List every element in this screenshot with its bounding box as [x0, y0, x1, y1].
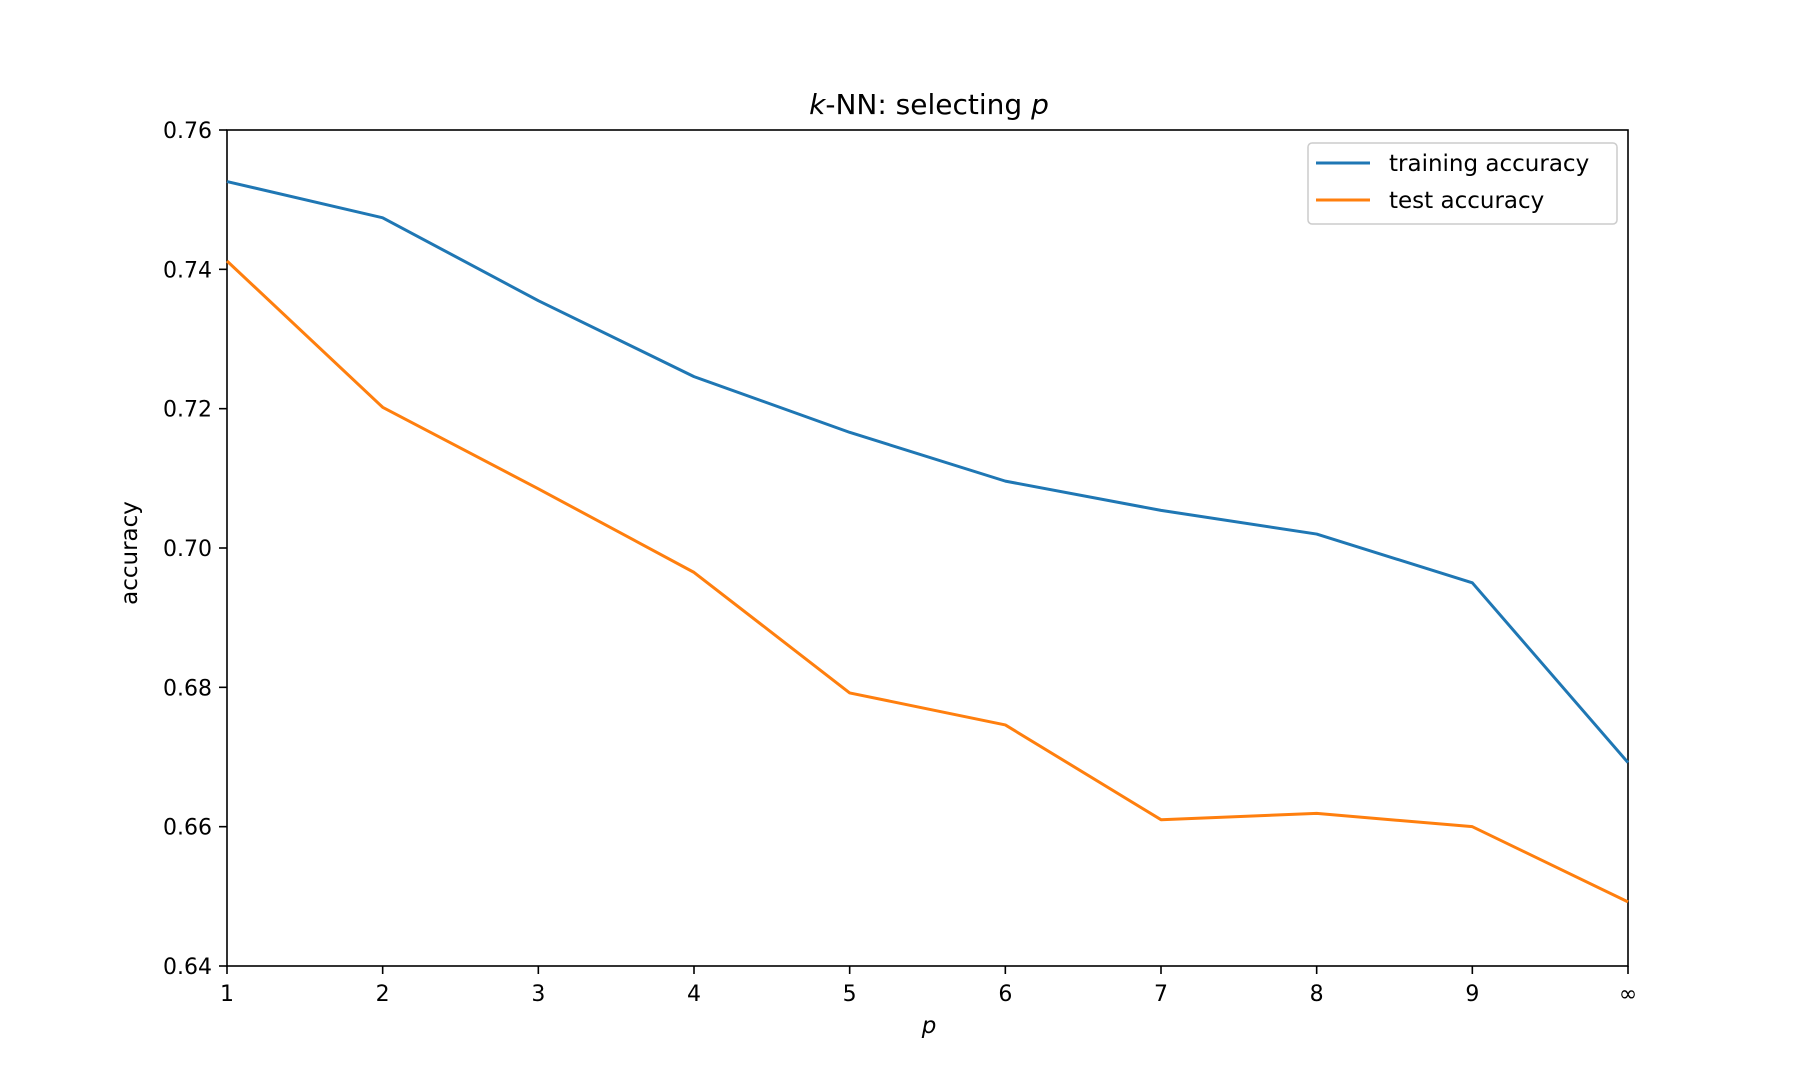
x-tick-label: 8 — [1310, 982, 1324, 1007]
y-tick-label: 0.72 — [163, 398, 212, 423]
x-axis-ticks: 1 2 3 4 5 6 7 8 9 ∞ — [220, 966, 1637, 1007]
legend-box — [1307, 142, 1618, 225]
y-tick-label: 0.68 — [163, 676, 212, 701]
chart-title-italic-prefix: k — [809, 88, 827, 121]
y-tick-label: 0.70 — [163, 537, 212, 562]
legend-label-test: test accuracy — [1389, 188, 1544, 214]
y-tick-label: 0.66 — [163, 816, 212, 841]
x-tick-label: 6 — [998, 982, 1012, 1007]
series-line-test-accuracy — [225, 259, 1629, 904]
chart-title-italic-suffix: p — [1030, 88, 1049, 121]
y-tick-label: 0.64 — [163, 955, 212, 980]
legend: training accuracy test accuracy — [1307, 142, 1618, 225]
x-tick-label: 1 — [220, 982, 234, 1007]
x-tick-label: 5 — [843, 982, 857, 1007]
x-tick-label: 9 — [1465, 982, 1479, 1007]
y-axis-label: accuracy — [117, 501, 143, 605]
x-tick-label: 4 — [687, 982, 701, 1007]
legend-label-training: training accuracy — [1389, 151, 1589, 177]
series-line-training-accuracy — [226, 180, 1630, 764]
y-axis-ticks: 0.64 0.66 0.68 0.70 0.72 0.74 0.76 — [163, 119, 227, 980]
chart-title-middle: -NN: selecting — [825, 88, 1031, 121]
x-axis-label: p — [921, 1013, 937, 1039]
y-tick-label: 0.76 — [163, 119, 212, 144]
chart-title: k-NN: selecting p — [809, 88, 1049, 121]
x-tick-label: ∞ — [1619, 982, 1637, 1007]
x-tick-label: 7 — [1154, 982, 1168, 1007]
x-tick-label: 2 — [376, 982, 390, 1007]
series-lines — [225, 180, 1630, 904]
y-tick-label: 0.74 — [163, 258, 212, 283]
x-tick-label: 3 — [531, 982, 545, 1007]
